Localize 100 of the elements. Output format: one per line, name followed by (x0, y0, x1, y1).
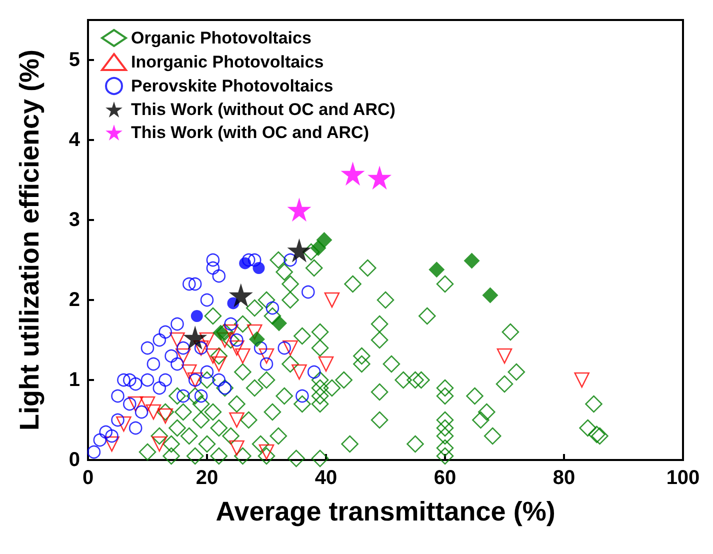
x-tick-label: 20 (196, 467, 218, 489)
point (302, 285, 315, 299)
point (158, 373, 172, 387)
x-tick-label: 60 (434, 467, 456, 489)
point (170, 317, 184, 331)
point (170, 357, 184, 371)
point (287, 238, 312, 262)
point (128, 377, 142, 391)
point (228, 283, 253, 308)
point (292, 364, 307, 380)
point (123, 397, 136, 411)
point (111, 413, 124, 427)
point (117, 373, 130, 387)
point (176, 341, 190, 355)
y-tick-label: 0 (68, 449, 80, 471)
legend-label: Organic Photovoltaics (131, 28, 312, 48)
point (248, 253, 262, 267)
legend-label: Perovskite Photovoltaics (131, 76, 334, 96)
legend-label: This Work (with OC and ARC) (131, 123, 369, 142)
point (284, 253, 297, 267)
point (182, 277, 196, 291)
point (340, 162, 365, 186)
point (104, 436, 120, 452)
point (152, 436, 168, 452)
point (116, 416, 132, 432)
point (182, 364, 197, 380)
legend-label: This Work (without OC and ARC) (131, 100, 396, 119)
point (152, 381, 166, 395)
point (152, 333, 166, 347)
point (307, 365, 321, 379)
point (190, 310, 203, 322)
point (205, 348, 221, 364)
point (170, 332, 185, 348)
point (164, 349, 178, 363)
point (176, 348, 191, 364)
point (140, 373, 154, 387)
point (316, 232, 332, 248)
x-axis-title: Average transmittance (%) (216, 496, 556, 526)
point (212, 324, 229, 341)
point (248, 331, 265, 348)
point (282, 340, 298, 356)
point (324, 292, 340, 308)
point (235, 348, 250, 364)
point (211, 356, 227, 372)
point (158, 325, 172, 339)
point (574, 372, 590, 388)
point (200, 365, 214, 379)
point (239, 257, 252, 270)
point (188, 277, 202, 291)
point (229, 412, 244, 428)
point (105, 429, 118, 443)
point (99, 425, 112, 439)
point (278, 341, 291, 355)
point (287, 198, 312, 222)
x-tick-label: 80 (552, 467, 576, 489)
point (200, 293, 214, 307)
y-tick-label: 3 (68, 209, 80, 231)
point (128, 421, 142, 435)
point (258, 348, 274, 364)
point (318, 356, 334, 372)
point (229, 440, 244, 456)
point (496, 348, 512, 364)
legend-label: Inorganic Photovoltaics (131, 52, 324, 72)
point (140, 396, 156, 412)
x-tick-label: 100 (666, 467, 700, 489)
y-tick-label: 1 (68, 369, 80, 391)
point (140, 341, 154, 355)
point (242, 253, 256, 267)
point (146, 357, 160, 371)
point (224, 317, 238, 331)
point (183, 326, 208, 350)
point (482, 287, 498, 304)
point (464, 252, 480, 269)
point (123, 373, 136, 387)
point (111, 389, 124, 403)
point (428, 262, 445, 278)
point (87, 445, 101, 459)
point (229, 340, 244, 356)
point (223, 324, 238, 340)
point (128, 396, 144, 412)
point (368, 166, 392, 190)
point (212, 373, 226, 387)
y-tick-label: 4 (68, 129, 81, 151)
point (212, 269, 226, 283)
y-axis-title: Light utilization efficiency (%) (14, 49, 44, 431)
point (199, 332, 215, 348)
point (252, 262, 265, 274)
point (93, 433, 107, 447)
y-tick-label: 2 (68, 289, 80, 311)
point (296, 389, 309, 403)
point (270, 315, 287, 332)
point (134, 405, 148, 419)
point (260, 357, 274, 371)
y-tick-label: 5 (68, 49, 80, 71)
point (158, 408, 173, 424)
point (146, 404, 162, 420)
point (258, 444, 274, 460)
x-tick-label: 0 (82, 467, 94, 489)
point (266, 301, 280, 315)
point (206, 253, 220, 267)
